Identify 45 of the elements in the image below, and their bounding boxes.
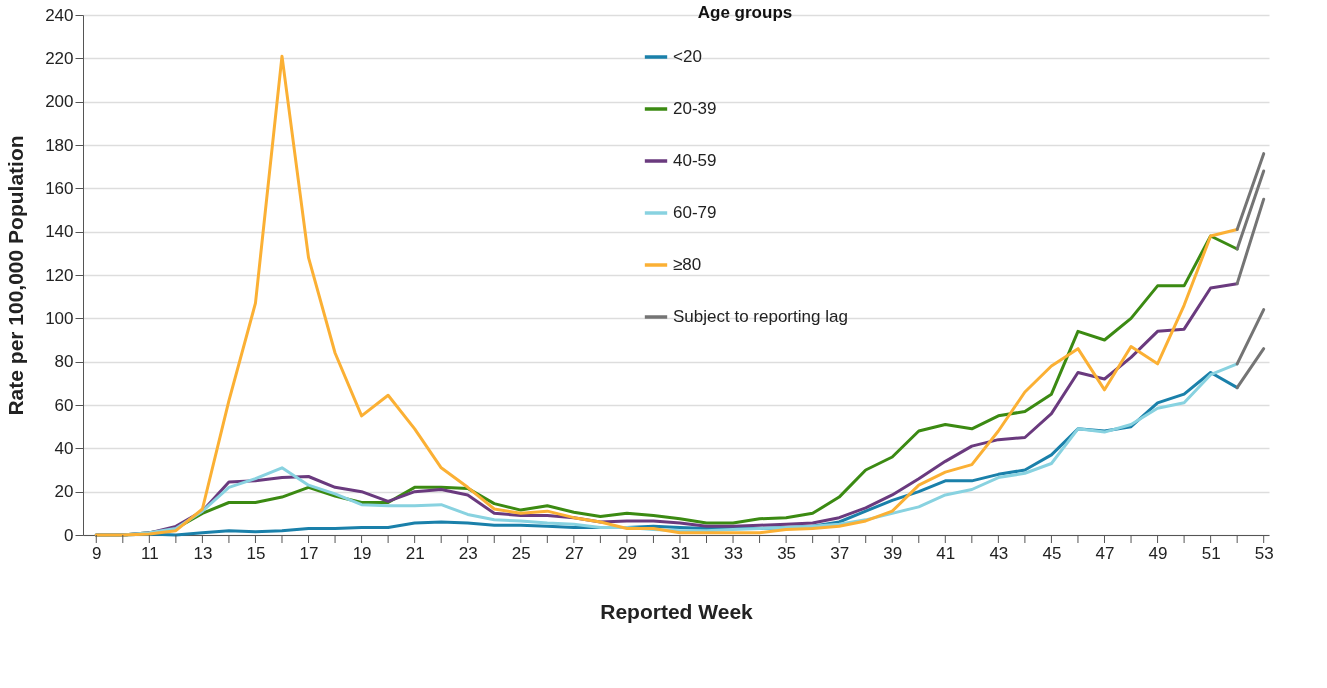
y-tick-label: 180 [45, 135, 74, 155]
x-tick-label: 9 [92, 543, 102, 563]
y-tick-label: 80 [54, 352, 74, 372]
x-tick-label: 27 [564, 543, 584, 563]
legend-label: <20 [673, 47, 702, 66]
y-axis-title: Rate per 100,000 Population [4, 135, 28, 416]
x-tick-label: 35 [777, 543, 797, 563]
y-tick-label: 60 [54, 395, 74, 415]
x-tick-label: 11 [141, 543, 159, 563]
x-tick-label: 37 [830, 543, 850, 563]
x-tick-label: 19 [352, 543, 372, 563]
legend-label: 20-39 [673, 99, 717, 118]
x-tick-label: 49 [1148, 543, 1168, 563]
x-tick-label: 51 [1201, 543, 1221, 563]
x-tick-label: 39 [883, 543, 903, 563]
x-tick-label: 13 [193, 543, 213, 563]
legend-label: 40-59 [673, 151, 717, 170]
y-tick-label: 140 [45, 222, 74, 242]
y-tick-label: 0 [64, 525, 74, 545]
x-tick-label: 29 [617, 543, 637, 563]
y-tick-label: 240 [45, 5, 74, 25]
x-tick-label: 41 [936, 543, 956, 563]
x-tick-label: 21 [405, 543, 425, 563]
legend-label: Subject to reporting lag [673, 307, 848, 326]
x-axis-title: Reported Week [600, 599, 754, 623]
x-tick-label: 23 [458, 543, 478, 563]
y-tick-label: 20 [54, 482, 74, 502]
x-tick-label: 43 [989, 543, 1009, 563]
y-tick-label: 100 [45, 308, 74, 328]
x-tick-label: 15 [246, 543, 266, 563]
y-tick-label: 120 [45, 265, 74, 285]
x-tick-label: 53 [1254, 543, 1274, 563]
legend-label: 60-79 [673, 203, 717, 222]
x-tick-label: 31 [671, 543, 690, 563]
y-tick-label: 40 [54, 438, 74, 458]
y-tick-label: 200 [45, 92, 74, 112]
x-tick-label: 25 [511, 543, 531, 563]
y-tick-label: 160 [45, 178, 74, 198]
x-tick-label: 45 [1042, 543, 1062, 563]
x-tick-label: 33 [724, 543, 744, 563]
y-tick-label: 220 [45, 48, 74, 68]
x-tick-label: 47 [1095, 543, 1115, 563]
x-tick-label: 17 [299, 543, 319, 563]
legend-title: Age groups [697, 3, 793, 22]
legend-label: ≥80 [673, 255, 702, 274]
